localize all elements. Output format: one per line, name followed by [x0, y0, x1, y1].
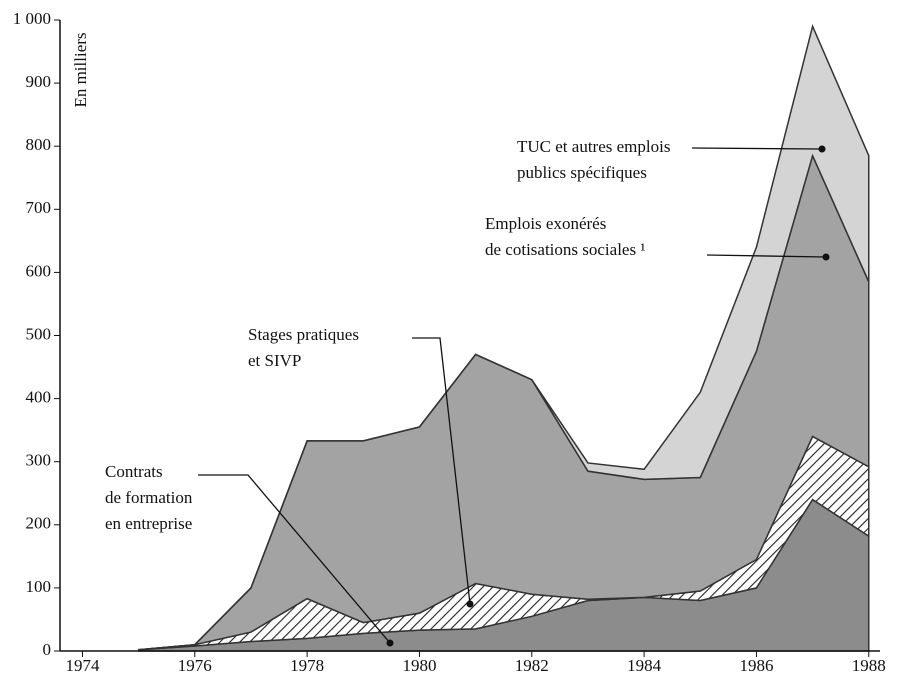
x-tick-label: 1982: [515, 656, 549, 675]
x-tick-label: 1978: [290, 656, 324, 675]
leader-line: [198, 474, 391, 644]
y-tick-label: 600: [26, 261, 52, 280]
y-tick-label: 0: [43, 640, 52, 659]
y-tick-label: 800: [26, 135, 52, 154]
annotation: de formation: [105, 488, 193, 507]
leader-dot: [386, 639, 394, 647]
x-tick-label: 1976: [178, 656, 212, 675]
leader-dot: [818, 145, 826, 153]
annotation: publics spécifiques: [517, 163, 647, 182]
y-tick-label: 400: [26, 388, 52, 407]
y-tick-label: 700: [26, 198, 52, 217]
y-tick-label: 200: [26, 514, 52, 533]
annotation: en entreprise: [105, 514, 192, 533]
y-tick-label: 500: [26, 324, 52, 343]
leader-line: [706, 254, 827, 258]
leader-line: [691, 147, 823, 150]
y-tick-label: 1 000: [13, 9, 51, 28]
y-tick-label: 900: [26, 72, 52, 91]
x-tick-label: 1980: [402, 656, 436, 675]
y-tick-label: 300: [26, 451, 52, 470]
annotation: Stages pratiques: [248, 325, 359, 344]
axis-label: En milliers: [71, 32, 90, 107]
annotation: Emplois exonérés: [485, 214, 606, 233]
annotation: Contrats: [105, 462, 163, 481]
leader-dot: [822, 253, 830, 261]
x-tick-label: 1974: [65, 656, 100, 675]
annotation: TUC et autres emplois: [517, 137, 670, 156]
x-tick-label: 1986: [739, 656, 773, 675]
annotation: de cotisations sociales ¹: [485, 240, 645, 259]
leader-dot: [466, 600, 474, 608]
x-tick-label: 1984: [627, 656, 662, 675]
area: [138, 23, 870, 651]
x-tick-label: 1988: [852, 656, 886, 675]
leader-line: [412, 337, 471, 605]
annotation: et SIVP: [248, 351, 301, 370]
y-tick-label: 100: [26, 577, 52, 596]
